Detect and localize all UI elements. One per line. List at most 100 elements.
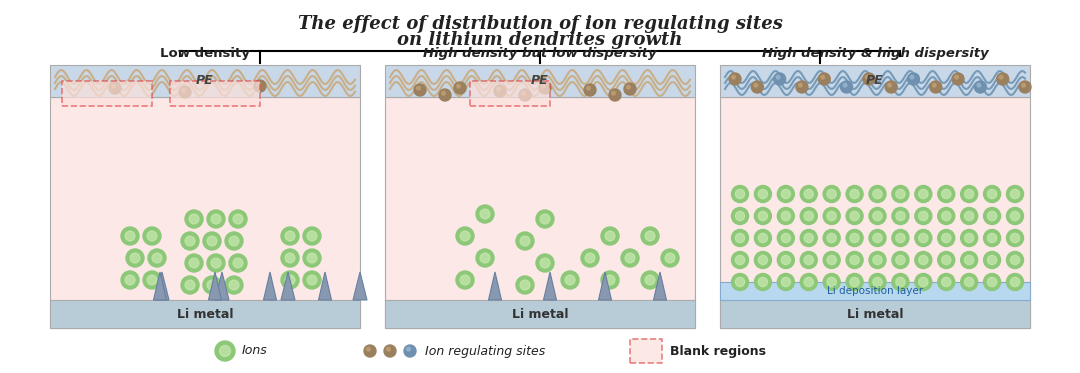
Circle shape bbox=[846, 251, 863, 269]
Circle shape bbox=[819, 73, 831, 85]
Circle shape bbox=[964, 233, 974, 243]
Text: Li metal: Li metal bbox=[512, 307, 568, 320]
Circle shape bbox=[892, 229, 909, 247]
Circle shape bbox=[661, 249, 679, 267]
Circle shape bbox=[625, 253, 635, 263]
Circle shape bbox=[755, 207, 771, 225]
Circle shape bbox=[130, 253, 140, 263]
Polygon shape bbox=[488, 272, 501, 300]
Circle shape bbox=[915, 207, 932, 225]
Circle shape bbox=[942, 277, 950, 287]
Circle shape bbox=[605, 231, 615, 241]
Circle shape bbox=[827, 256, 836, 265]
Circle shape bbox=[984, 207, 1000, 225]
Circle shape bbox=[778, 273, 794, 291]
Circle shape bbox=[152, 253, 162, 263]
Circle shape bbox=[823, 229, 840, 247]
Circle shape bbox=[257, 82, 260, 86]
Polygon shape bbox=[353, 272, 367, 300]
Circle shape bbox=[494, 85, 507, 97]
Circle shape bbox=[460, 231, 470, 241]
Circle shape bbox=[281, 227, 299, 245]
Circle shape bbox=[892, 207, 909, 225]
Circle shape bbox=[219, 345, 230, 357]
Circle shape bbox=[600, 271, 619, 289]
Circle shape bbox=[850, 233, 860, 243]
Polygon shape bbox=[215, 272, 229, 300]
Polygon shape bbox=[319, 272, 332, 300]
Circle shape bbox=[207, 254, 225, 272]
Circle shape bbox=[109, 82, 121, 94]
Circle shape bbox=[729, 73, 741, 85]
Circle shape bbox=[121, 227, 139, 245]
Circle shape bbox=[873, 277, 882, 287]
Circle shape bbox=[735, 211, 745, 221]
Circle shape bbox=[540, 214, 550, 224]
Circle shape bbox=[480, 253, 490, 263]
Bar bbox=[720, 300, 1030, 328]
Circle shape bbox=[778, 185, 794, 203]
Bar bbox=[50, 97, 360, 328]
Circle shape bbox=[207, 236, 217, 246]
Circle shape bbox=[805, 233, 813, 243]
Circle shape bbox=[869, 229, 886, 247]
Circle shape bbox=[233, 258, 243, 268]
Text: Ion regulating sites: Ion regulating sites bbox=[426, 345, 545, 357]
Circle shape bbox=[303, 227, 321, 245]
Circle shape bbox=[285, 253, 295, 263]
Circle shape bbox=[121, 271, 139, 289]
Circle shape bbox=[384, 345, 396, 357]
Circle shape bbox=[781, 211, 791, 221]
Circle shape bbox=[937, 273, 955, 291]
Circle shape bbox=[987, 233, 997, 243]
Circle shape bbox=[919, 233, 928, 243]
Circle shape bbox=[977, 84, 981, 87]
Circle shape bbox=[307, 231, 316, 241]
Circle shape bbox=[777, 75, 780, 79]
Circle shape bbox=[846, 273, 863, 291]
Circle shape bbox=[752, 81, 764, 93]
Circle shape bbox=[609, 89, 621, 101]
Circle shape bbox=[846, 229, 863, 247]
Circle shape bbox=[731, 273, 748, 291]
Circle shape bbox=[735, 256, 745, 265]
Circle shape bbox=[821, 75, 824, 79]
Circle shape bbox=[827, 277, 836, 287]
Circle shape bbox=[984, 251, 1000, 269]
Circle shape bbox=[850, 211, 860, 221]
Polygon shape bbox=[264, 272, 276, 300]
Text: The effect of distribution of ion regulating sites: The effect of distribution of ion regula… bbox=[298, 15, 782, 33]
Circle shape bbox=[521, 280, 530, 290]
Circle shape bbox=[1007, 185, 1024, 203]
Bar bbox=[720, 65, 1030, 97]
Circle shape bbox=[189, 258, 199, 268]
Circle shape bbox=[539, 82, 551, 94]
Circle shape bbox=[850, 189, 860, 199]
Circle shape bbox=[561, 271, 579, 289]
Circle shape bbox=[645, 275, 654, 285]
Circle shape bbox=[476, 249, 494, 267]
Text: PE: PE bbox=[197, 75, 214, 88]
Circle shape bbox=[895, 277, 905, 287]
Circle shape bbox=[1007, 251, 1024, 269]
Polygon shape bbox=[543, 272, 556, 300]
Circle shape bbox=[755, 251, 771, 269]
Circle shape bbox=[850, 256, 860, 265]
Circle shape bbox=[758, 189, 768, 199]
Circle shape bbox=[892, 185, 909, 203]
Circle shape bbox=[873, 256, 882, 265]
Circle shape bbox=[755, 229, 771, 247]
Circle shape bbox=[225, 276, 243, 294]
Circle shape bbox=[735, 277, 745, 287]
Circle shape bbox=[942, 211, 950, 221]
Circle shape bbox=[254, 80, 266, 92]
Circle shape bbox=[185, 236, 195, 246]
Circle shape bbox=[961, 229, 977, 247]
Circle shape bbox=[873, 189, 882, 199]
Circle shape bbox=[189, 214, 199, 224]
Circle shape bbox=[892, 251, 909, 269]
Circle shape bbox=[281, 249, 299, 267]
Circle shape bbox=[565, 275, 575, 285]
Circle shape bbox=[754, 84, 757, 87]
Circle shape bbox=[778, 251, 794, 269]
